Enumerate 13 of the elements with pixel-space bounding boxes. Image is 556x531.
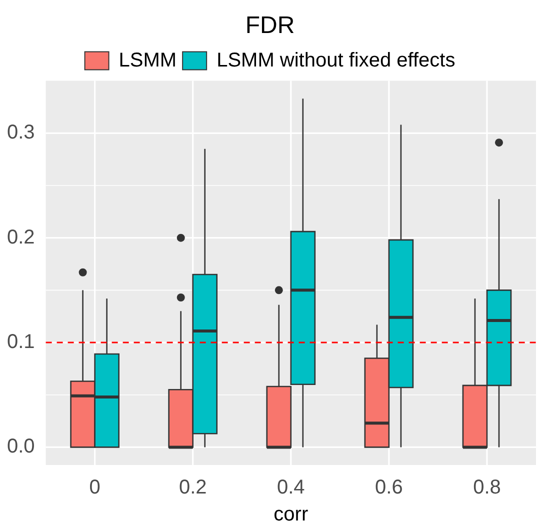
x-tick-label: 0.6 [375, 476, 403, 499]
x-tick-label: 0.4 [276, 476, 305, 499]
chart-title: FDR [245, 12, 295, 40]
y-tick-label: 0.2 [6, 226, 35, 248]
y-tick-label: 0.1 [6, 331, 35, 354]
x-tick-label: 0.8 [473, 476, 501, 499]
y-tick-label: 0.3 [6, 122, 35, 144]
legend-label: LSMM [118, 49, 177, 72]
x-tick-label: 0 [89, 476, 100, 499]
x-tick-label: 0.2 [178, 476, 207, 499]
y-tick-label: 0.0 [6, 436, 35, 458]
legend-label: LSMM without fixed effects [216, 49, 456, 72]
x-axis-title: corr [274, 504, 308, 526]
